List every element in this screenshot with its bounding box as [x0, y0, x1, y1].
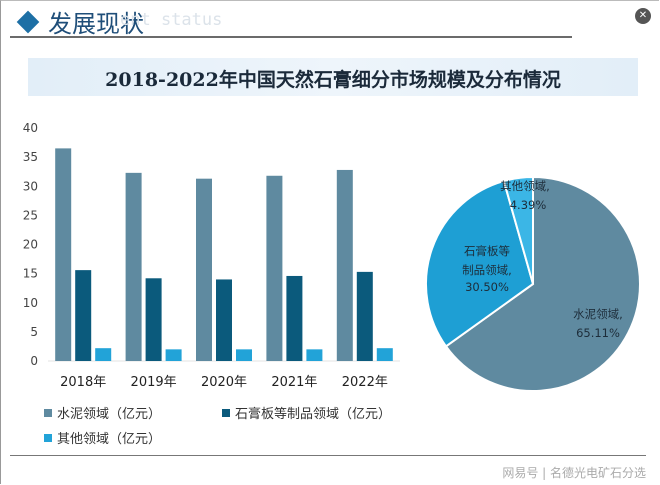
bar-gypsum-board: [216, 279, 232, 361]
legend-swatch: [44, 433, 52, 442]
chart-title-banner: 2018-2022年中国天然石膏细分市场规模及分布情况: [28, 58, 638, 96]
x-tick-label: 2019年: [131, 375, 177, 390]
legend-swatch: [222, 408, 230, 417]
pie-slice-cement: [444, 175, 641, 392]
legend-label: 其他领域（亿元）: [57, 432, 162, 447]
pie-slice-other: [502, 175, 534, 285]
pie-label: 制品领域,: [462, 263, 512, 277]
pie-slice-gypsum-board: [425, 179, 535, 348]
bar-gypsum-board: [356, 271, 373, 361]
bar-cement: [196, 178, 212, 361]
pie-value-label: 65.11%: [576, 326, 620, 340]
bar-cement: [336, 169, 353, 361]
section-subtitle: ent status: [120, 10, 223, 30]
close-icon[interactable]: ✕: [635, 8, 651, 24]
bar-cement: [266, 175, 283, 361]
bar-other: [95, 348, 112, 361]
x-tick-label: 2018年: [60, 375, 106, 390]
section-title: 发展现状: [48, 10, 144, 38]
y-tick-label: 35: [23, 150, 38, 164]
bar-gypsum-board: [145, 278, 162, 361]
legend-label: 石膏板等制品领域（亿元）: [235, 407, 392, 422]
pie-chart: 水泥领域, 65.11% 石膏板等制品领域, 30.50% 其他领域, 4.39%: [425, 175, 641, 392]
pie-value-label: 4.39%: [510, 198, 547, 212]
y-tick-label: 40: [23, 121, 38, 135]
bar-other: [165, 349, 182, 361]
chart-title: 2018-2022年中国天然石膏细分市场规模及分布情况: [105, 69, 561, 91]
y-tick-label: 5: [30, 325, 38, 339]
x-tick-label: 2021年: [271, 375, 317, 390]
bar-gypsum-board: [75, 270, 92, 361]
footer-source: 网易号 | 名德光电矿石分选: [502, 466, 646, 480]
legend-item-gypsum-board: 石膏板等制品领域（亿元）: [222, 403, 391, 422]
bar-other: [306, 349, 323, 361]
bar-gypsum-board: [286, 275, 303, 361]
y-tick-label: 25: [23, 208, 38, 222]
legend-item-other: 其他领域（亿元）: [44, 428, 161, 447]
bar-chart: 0 5 10 15 20 25 30 35 40 2018年 2019年 2020年 2021年 2022…: [23, 121, 400, 390]
diamond-icon: [16, 10, 40, 33]
y-tick-label: 15: [23, 267, 38, 281]
bar-other: [236, 349, 252, 361]
y-tick-label: 10: [23, 296, 38, 310]
bar-other: [376, 348, 393, 361]
section-header: 发展现状: [14, 4, 144, 39]
y-tick-label: 0: [30, 354, 38, 368]
bar-cement: [125, 172, 142, 361]
bar-cement: [55, 148, 72, 361]
header-divider: [10, 36, 572, 38]
y-tick-label: 20: [23, 238, 38, 252]
y-tick-label: 30: [23, 179, 38, 193]
pie-value-label: 30.50%: [465, 280, 509, 294]
pie-label: 水泥领域,: [573, 307, 623, 321]
legend-label: 水泥领域（亿元）: [57, 407, 162, 422]
x-tick-label: 2022年: [342, 375, 388, 390]
pie-label: 其他领域,: [500, 179, 550, 193]
pie-label: 石膏板等: [464, 244, 510, 258]
legend-swatch: [44, 408, 52, 417]
footer-divider: [10, 455, 646, 456]
legend-item-cement: 水泥领域（亿元）: [44, 403, 161, 422]
x-tick-label: 2020年: [201, 375, 247, 390]
